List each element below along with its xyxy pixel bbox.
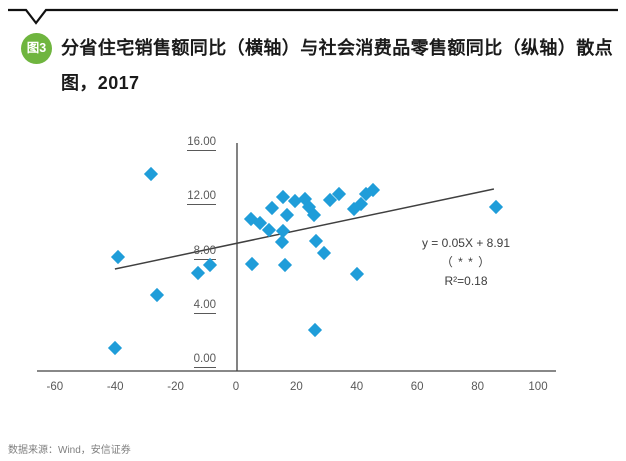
data-source: 数据来源：Wind，安信证券 [8, 445, 131, 456]
regression-significance: （ * * ） [440, 255, 492, 269]
regression-r-squared: R²=0.18 [444, 274, 488, 288]
x-tick-label: -20 [167, 381, 184, 393]
x-tick-label: 60 [410, 381, 424, 393]
regression-equation: y = 0.05X + 8.91 [421, 236, 511, 250]
trend-line [114, 188, 495, 270]
x-tick-label: -60 [46, 381, 64, 393]
y-tick-label: 0.00 [193, 353, 216, 368]
chart-axes-canvas [37, 143, 556, 372]
figure-title: 分省住宅销售额同比（横轴）与社会消费品零售额同比（纵轴）散点图，2017 [61, 38, 613, 93]
x-tick-label: 20 [289, 381, 303, 393]
x-tick-label: 100 [528, 381, 548, 393]
x-tick-label: 80 [471, 381, 484, 393]
y-tick-label: 12.00 [187, 190, 216, 206]
y-tick-label: 8.00 [193, 245, 216, 260]
scatter-chart: 16.00 12.00 8.00 4.00 0.00 -60 -40 -20 0 20 40 60 8… [0, 120, 626, 410]
x-tick-label: 40 [350, 381, 364, 393]
y-tick-label: 16.00 [187, 136, 216, 152]
top-rule-decoration [8, 8, 618, 25]
x-tick-label: 0 [232, 381, 240, 393]
regression-annotation: y = 0.05X + 8.91 （ * * ） R²=0.18 [391, 234, 541, 291]
y-tick-label: 4.00 [193, 299, 216, 314]
figure-badge: 图3 [21, 33, 52, 64]
x-tick-label: -40 [106, 381, 124, 393]
